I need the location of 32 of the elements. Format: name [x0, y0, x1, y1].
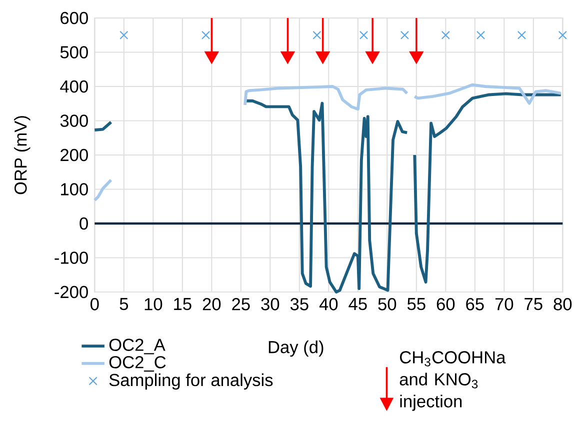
x-tick-label: 30 [261, 298, 280, 310]
x-tick-label: 40 [319, 298, 338, 310]
x-tick-label: 50 [378, 298, 396, 310]
x-tick-label: 75 [524, 298, 542, 310]
y-tick-label: 0 [80, 217, 88, 230]
y-tick-label: 300 [60, 114, 88, 127]
legend-label: OC2_A [109, 338, 166, 354]
x-tick-label: 25 [232, 298, 250, 310]
x-tick-label: 80 [554, 298, 572, 310]
legend-label: OC2_C [109, 356, 166, 372]
x-tick-label: 70 [495, 298, 514, 310]
x-tick-label: 5 [120, 298, 128, 310]
y-tick-label: 100 [61, 183, 88, 196]
y-tick-label: 600 [60, 12, 88, 24]
x-tick-label: 0 [90, 298, 99, 310]
x-tick-label: 35 [290, 298, 308, 310]
legend-label: CH$_{3}$COOHNa and KNO$_{3}$ injection [400, 351, 506, 411]
y-tick-label: 400 [60, 80, 88, 93]
y-tick-label: -100 [54, 252, 88, 264]
x-tick-label: 55 [407, 298, 426, 310]
x-tick-label: 15 [174, 298, 192, 310]
x-axis-title: Day (d) [268, 340, 324, 357]
x-tick-label: 60 [436, 298, 455, 310]
y-axis-title: ORP (mV) [14, 116, 30, 194]
y-tick-label: 200 [60, 148, 88, 162]
x-tick-label: 65 [466, 298, 484, 310]
x-tick-label: 20 [202, 298, 221, 310]
y-tick-label: 500 [60, 46, 88, 58]
x-tick-label: 45 [348, 298, 367, 310]
y-tick-label: -200 [54, 286, 88, 298]
x-tick-label: 10 [144, 298, 162, 310]
legend-label: Sampling for analysis [109, 373, 273, 390]
